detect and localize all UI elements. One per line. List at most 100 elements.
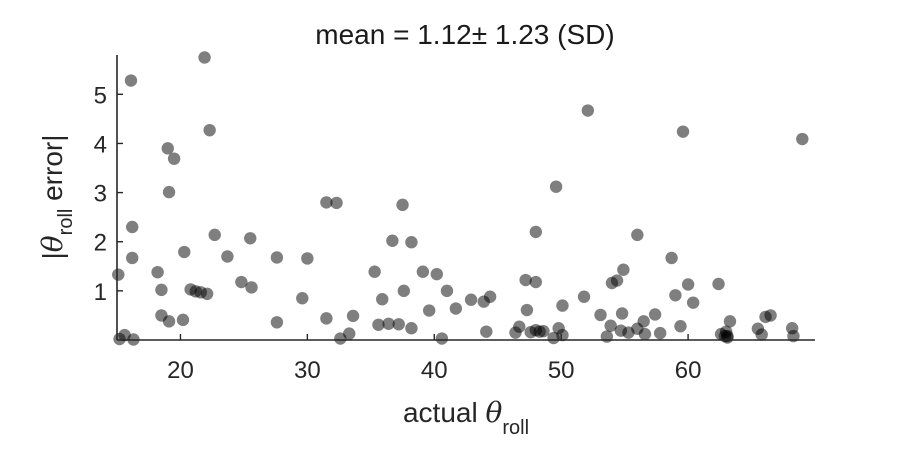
y-axis-label-subscript: roll	[55, 209, 77, 236]
x-tick-label: 20	[167, 357, 194, 384]
data-point	[449, 302, 463, 315]
data-point	[581, 104, 595, 117]
y-tick-label: 2	[94, 230, 107, 257]
chart-title: mean = 1.12± 1.23 (SD)	[315, 19, 614, 50]
data-point	[112, 268, 125, 281]
data-point	[244, 232, 257, 245]
data-point	[245, 281, 258, 294]
data-point	[162, 185, 176, 199]
data-point	[615, 307, 629, 320]
data-point	[372, 318, 385, 331]
data-point	[669, 289, 682, 302]
data-point	[549, 180, 563, 193]
axes	[116, 55, 815, 341]
data-point	[480, 325, 493, 338]
data-point	[396, 198, 409, 212]
data-point	[638, 327, 652, 341]
data-point	[203, 123, 216, 137]
data-point	[529, 275, 542, 289]
data-point	[167, 152, 181, 165]
data-point	[617, 263, 630, 276]
data-point	[577, 290, 591, 303]
y-tick-label: 5	[94, 82, 107, 109]
data-point	[161, 142, 174, 155]
data-point	[604, 319, 617, 332]
data-point	[162, 315, 176, 328]
data-point	[200, 287, 214, 301]
data-point	[520, 303, 534, 317]
data-point	[676, 125, 690, 138]
data-point	[637, 315, 650, 328]
data-point	[686, 296, 700, 309]
data-point	[513, 320, 526, 333]
x-axis-label-symbol: θ	[485, 396, 502, 429]
data-point	[464, 293, 478, 306]
x-tick-label: 40	[421, 357, 448, 384]
data-point	[483, 290, 497, 303]
data-point	[320, 196, 333, 209]
y-axis-label: |θroll error|	[36, 135, 77, 260]
data-point	[208, 228, 221, 242]
data-point	[631, 228, 644, 242]
y-axis-label-suffix: error|	[37, 135, 68, 209]
y-ticks: 1 2 3 4 5	[94, 82, 123, 306]
data-point	[416, 265, 430, 278]
x-axis-label-prefix: actual	[403, 397, 486, 428]
data-point	[346, 309, 360, 323]
data-point	[422, 304, 436, 317]
y-axis-label-symbol: θ	[36, 235, 69, 252]
data-point	[270, 316, 284, 329]
data-point	[435, 332, 449, 345]
data-point	[198, 51, 211, 64]
data-point	[343, 327, 356, 340]
data-point	[519, 273, 532, 287]
data-point	[178, 245, 191, 259]
data-point	[270, 251, 284, 264]
x-tick-label: 60	[675, 357, 702, 384]
data-point	[221, 250, 234, 263]
data-point	[392, 318, 405, 331]
data-point	[721, 329, 734, 343]
data-point	[126, 220, 139, 234]
data-point	[653, 326, 667, 340]
data-point	[155, 283, 168, 297]
data-point	[151, 265, 164, 279]
data-point	[124, 74, 138, 87]
data-point	[376, 293, 389, 306]
data-point	[397, 284, 411, 298]
y-axis-label-prefix: |	[37, 252, 68, 259]
x-tick-label: 30	[294, 357, 321, 384]
data-point	[556, 328, 569, 342]
data-point	[537, 324, 550, 338]
data-point	[796, 132, 809, 146]
data-point	[529, 225, 542, 239]
data-point	[755, 328, 768, 341]
data-point	[712, 277, 725, 291]
data-point	[405, 236, 418, 249]
data-point	[787, 329, 800, 343]
y-tick-label: 1	[94, 279, 107, 306]
data-point	[764, 309, 777, 322]
data-point	[594, 308, 607, 322]
data-point	[301, 252, 314, 265]
data-point	[430, 267, 444, 281]
y-tick-label: 4	[94, 131, 107, 158]
x-ticks: 20 30 40 50 60	[167, 334, 701, 384]
data-point	[320, 312, 333, 325]
data-point	[296, 292, 309, 305]
data-point	[368, 265, 381, 278]
points-layer	[112, 51, 809, 346]
data-point	[665, 251, 678, 265]
data-point	[556, 299, 569, 312]
y-tick-label: 3	[94, 181, 107, 208]
data-point	[382, 317, 395, 330]
data-point	[176, 313, 190, 327]
data-point	[648, 308, 662, 321]
data-point	[723, 315, 737, 328]
data-point	[386, 234, 399, 247]
data-point	[330, 196, 343, 210]
data-point	[126, 251, 139, 265]
data-point	[440, 284, 454, 298]
data-point	[405, 322, 418, 335]
data-point	[674, 320, 687, 333]
